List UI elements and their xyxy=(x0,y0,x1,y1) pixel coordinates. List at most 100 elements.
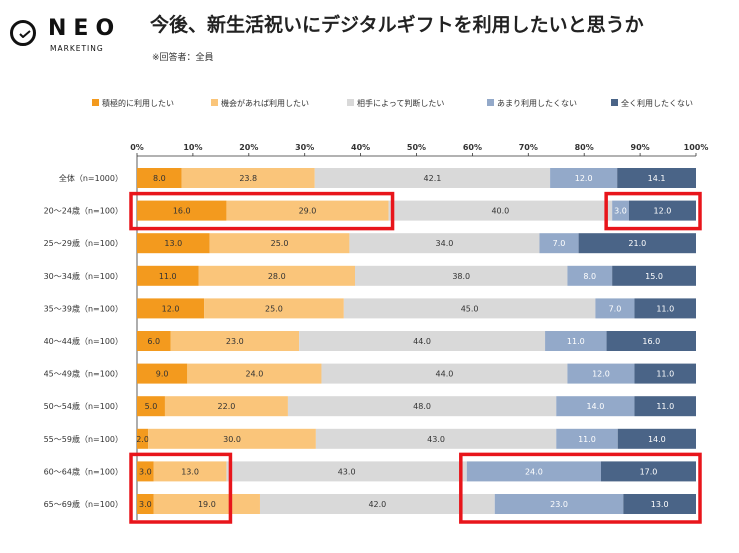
bar-r5-s2 xyxy=(299,331,546,351)
bar-r7-s3 xyxy=(556,396,635,417)
data-label-r8-s1: 30.0 xyxy=(223,435,241,444)
bar-r8-s0 xyxy=(137,428,149,449)
data-label-r7-s3: 14.0 xyxy=(586,402,604,411)
data-label-r2-s4: 21.0 xyxy=(628,239,646,248)
data-label-r8-s2: 43.0 xyxy=(427,435,445,444)
data-label-r3-s4: 15.0 xyxy=(645,272,663,281)
data-label-r7-s2: 48.0 xyxy=(413,402,431,411)
bar-r1-s4 xyxy=(628,200,696,221)
bar-r5-s4 xyxy=(606,331,696,351)
bar-r1-s1 xyxy=(226,200,389,221)
bar-r3-s1 xyxy=(198,265,356,286)
data-label-r1-s1: 29.0 xyxy=(299,207,317,216)
bar-r2-s4 xyxy=(578,233,696,254)
bar-r1-s2 xyxy=(388,200,613,221)
bar-r0-s4 xyxy=(617,168,696,188)
data-label-r5-s0: 6.0 xyxy=(147,337,160,346)
bar-r7-s2 xyxy=(287,396,557,417)
data-label-r1-s3: 3.0 xyxy=(614,207,627,216)
bar-r4-s1 xyxy=(204,298,344,319)
x-tick-label-9: 90% xyxy=(631,143,650,152)
data-label-r2-s3: 7.0 xyxy=(553,239,566,248)
x-tick-label-8: 80% xyxy=(575,143,594,152)
data-label-r5-s4: 16.0 xyxy=(642,337,660,346)
bar-r10-s1 xyxy=(153,494,260,514)
bar-r7-s0 xyxy=(137,396,165,417)
data-label-r4-s2: 45.0 xyxy=(461,304,479,313)
data-label-r7-s4: 11.0 xyxy=(656,402,674,411)
logo-check-circle-icon xyxy=(10,20,36,46)
bar-r9-s1 xyxy=(153,461,227,482)
category-label-0: 全体（n=1000） xyxy=(59,173,123,183)
bar-r8-s3 xyxy=(556,428,618,449)
data-label-r1-s4: 12.0 xyxy=(654,207,672,216)
logo-wordmark: NEO xyxy=(48,16,122,41)
bar-r4-s3 xyxy=(595,298,635,319)
legend-swatch-4 xyxy=(611,99,618,106)
bar-r3-s4 xyxy=(612,265,696,286)
category-label-9: 60～64歳（n=100） xyxy=(44,466,123,476)
bar-r10-s2 xyxy=(259,494,495,514)
bar-r2-s0 xyxy=(137,233,210,254)
bar-r3-s3 xyxy=(567,265,613,286)
category-label-6: 45～49歳（n=100） xyxy=(44,369,123,379)
data-label-r5-s3: 11.0 xyxy=(567,337,585,346)
category-label-3: 30～34歳（n=100） xyxy=(44,271,123,281)
data-label-r7-s1: 22.0 xyxy=(218,402,236,411)
bar-r3-s0 xyxy=(137,265,199,286)
legend-swatch-1 xyxy=(211,99,218,106)
highlight-box-2 xyxy=(129,452,233,524)
data-label-r4-s3: 7.0 xyxy=(609,304,622,313)
bar-r2-s1 xyxy=(209,233,350,254)
data-label-r0-s1: 23.8 xyxy=(239,174,257,183)
bar-r3-s2 xyxy=(355,265,568,286)
data-label-r9-s1: 13.0 xyxy=(181,467,199,476)
bar-r6-s1 xyxy=(187,363,322,384)
data-label-r10-s2: 42.0 xyxy=(368,500,386,509)
legend-swatch-2 xyxy=(347,99,354,106)
data-label-r10-s4: 13.0 xyxy=(651,500,669,509)
category-label-8: 55～59歳（n=100） xyxy=(44,434,123,444)
bar-r6-s4 xyxy=(634,363,696,384)
x-tick-label-4: 40% xyxy=(351,143,370,152)
data-label-r5-s2: 44.0 xyxy=(413,337,431,346)
legend-label-0: 積極的に利用したい xyxy=(102,98,174,108)
x-tick-label-7: 70% xyxy=(519,143,538,152)
logo-subtitle: MARKETING xyxy=(50,44,104,53)
data-label-r8-s4: 14.0 xyxy=(648,435,666,444)
bar-r0-s2 xyxy=(314,168,551,188)
x-tick-label-3: 30% xyxy=(295,143,314,152)
bar-r0-s1 xyxy=(181,168,315,188)
x-tick-label-6: 60% xyxy=(463,143,482,152)
data-label-r6-s4: 11.0 xyxy=(656,370,674,379)
data-label-r6-s1: 24.0 xyxy=(245,370,263,379)
bar-r7-s1 xyxy=(164,396,288,417)
neo-marketing-logo: NEO MARKETING xyxy=(8,14,118,58)
legend-label-1: 機会があれば利用したい xyxy=(221,98,309,108)
legend-label-2: 相手によって判断したい xyxy=(357,98,444,108)
bar-r1-s3 xyxy=(612,200,629,221)
legend-label-3: あまり利用したくない xyxy=(497,98,577,108)
data-label-r10-s0: 3.0 xyxy=(139,500,152,509)
data-label-r1-s2: 40.0 xyxy=(491,207,509,216)
bar-r9-s2 xyxy=(226,461,467,482)
bar-r4-s0 xyxy=(137,298,205,319)
bar-r1-s0 xyxy=(137,200,227,221)
data-label-r0-s3: 12.0 xyxy=(575,174,593,183)
bar-r8-s1 xyxy=(148,428,316,449)
bar-r9-s4 xyxy=(600,461,696,482)
bar-r8-s4 xyxy=(617,428,696,449)
bar-r6-s3 xyxy=(567,363,635,384)
data-label-r5-s1: 23.0 xyxy=(226,337,244,346)
highlight-box-0 xyxy=(129,191,395,231)
category-label-2: 25～29歳（n=100） xyxy=(44,238,123,248)
bar-r4-s2 xyxy=(343,298,596,319)
x-tick-label-0: 0% xyxy=(130,143,144,152)
x-tick-label-10: 100% xyxy=(684,143,709,152)
data-label-r3-s2: 38.0 xyxy=(452,272,470,281)
legend-swatch-3 xyxy=(487,99,494,106)
category-label-4: 35～39歳（n=100） xyxy=(44,303,123,313)
bar-r7-s4 xyxy=(634,396,696,417)
data-label-r3-s3: 8.0 xyxy=(583,272,596,281)
data-label-r6-s3: 12.0 xyxy=(592,370,610,379)
